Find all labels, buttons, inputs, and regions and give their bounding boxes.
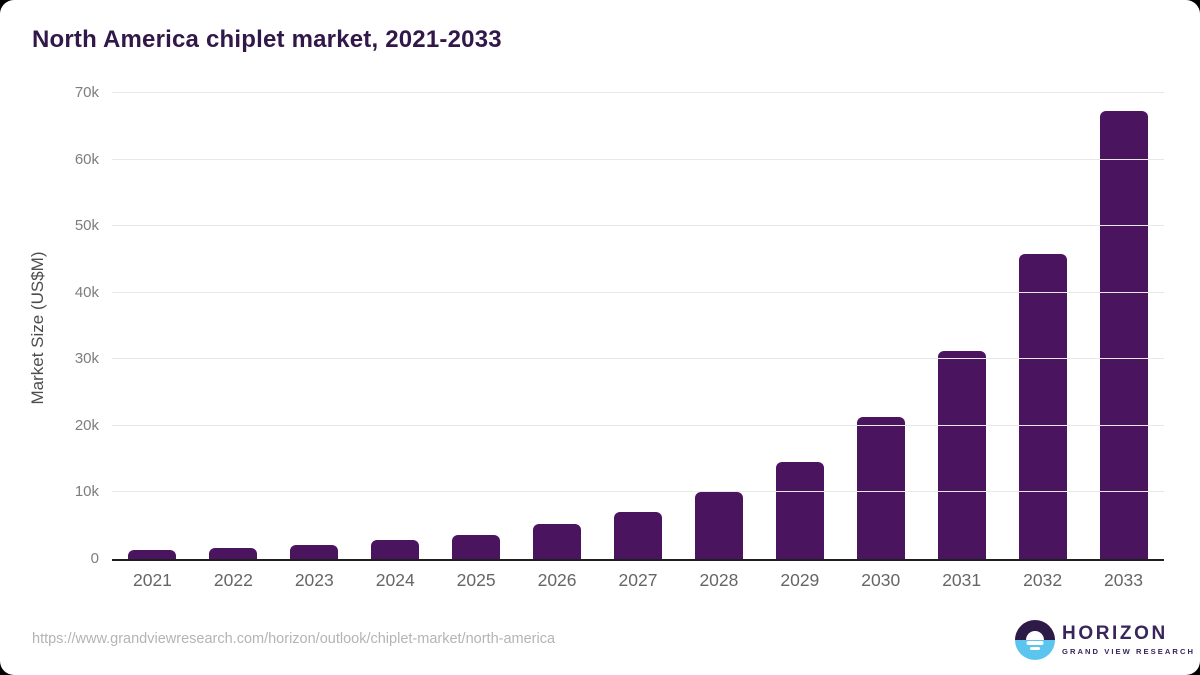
gridline [112, 92, 1164, 93]
logo-text: HORIZON GRAND VIEW RESEARCH [1062, 624, 1195, 656]
y-axis-title: Market Size (US$M) [28, 251, 47, 405]
y-tick-label: 30k [74, 350, 99, 368]
x-tick-label: 2031 [942, 570, 982, 590]
bar-2033[interactable] [1099, 110, 1148, 559]
gridline [112, 225, 1164, 227]
x-tick-label: 2028 [699, 570, 739, 590]
horizon-logo: HORIZON GRAND VIEW RESEARCH [1015, 620, 1195, 660]
bar-2029[interactable] [775, 461, 824, 559]
bar-slot [436, 93, 517, 559]
horizon-logo-icon [1015, 620, 1055, 660]
x-tick-label: 2023 [294, 570, 334, 590]
bar-2024[interactable] [371, 540, 420, 559]
x-tick-label: 2030 [861, 570, 901, 590]
y-tick-label: 0 [90, 550, 99, 567]
logo-reflection-line-1 [1026, 641, 1044, 645]
bar-2022[interactable] [209, 548, 258, 559]
plot-area: 2021 2022 2023 2024 2025 2026 2027 2028 2029 2030… [75, 84, 1164, 590]
bar-slot [355, 93, 436, 559]
x-tick-label: 2026 [537, 570, 577, 590]
x-tick-label: 2025 [456, 570, 496, 590]
gridline [112, 158, 1164, 160]
x-tick-label: 2032 [1023, 570, 1063, 590]
bar-slot [759, 93, 840, 559]
gridline [112, 491, 1164, 493]
logo-sky-half [1015, 620, 1055, 640]
x-tick-label: 2022 [213, 570, 253, 590]
y-tick-label: 70k [74, 84, 99, 101]
logo-name: HORIZON [1062, 623, 1168, 644]
logo-subtitle: GRAND VIEW RESEARCH [1062, 647, 1196, 656]
y-tick-label: 60k [74, 150, 99, 168]
bar-2027[interactable] [613, 512, 662, 559]
bar-slot [1002, 93, 1083, 559]
bar-2023[interactable] [290, 544, 339, 559]
x-tick-label: 2029 [780, 570, 820, 590]
bar-slot [598, 93, 679, 559]
bar-2032[interactable] [1018, 254, 1067, 559]
y-tick-label: 10k [74, 483, 99, 501]
logo-reflection-line-2 [1030, 647, 1040, 650]
x-tick-label: 2027 [618, 570, 658, 590]
chart-title: North America chiplet market, 2021-2033 [32, 26, 502, 53]
gridline [112, 424, 1164, 426]
logo-sun [1026, 631, 1044, 640]
bar-2026[interactable] [533, 524, 582, 559]
x-axis-labels: 2021 2022 2023 2024 2025 2026 2027 2028 2029 2030… [112, 570, 1164, 591]
y-tick-label: 50k [74, 217, 99, 235]
bar-slot [193, 93, 274, 559]
bar-2031[interactable] [937, 351, 986, 559]
bar-slot [921, 93, 1002, 559]
bar-slot [112, 93, 193, 559]
bar-slot [678, 93, 759, 559]
bars-row [112, 93, 1164, 559]
bar-slot [274, 93, 355, 559]
bar-2025[interactable] [452, 534, 501, 559]
source-url: https://www.grandviewresearch.com/horizo… [32, 631, 556, 647]
bar-2028[interactable] [694, 491, 743, 559]
x-tick-label: 2033 [1104, 570, 1143, 590]
bar-slot [840, 93, 921, 559]
y-tick-label: 20k [74, 416, 99, 434]
bar-slot [1083, 93, 1164, 559]
bar-slot [517, 93, 598, 559]
gridline [112, 291, 1164, 293]
bar-2030[interactable] [856, 417, 905, 559]
bar-2021[interactable] [128, 549, 177, 559]
x-tick-label: 2024 [375, 570, 415, 590]
logo-water-half [1015, 640, 1055, 660]
x-tick-label: 2021 [132, 570, 172, 590]
gridline [112, 358, 1164, 360]
y-tick-label: 40k [74, 283, 99, 301]
